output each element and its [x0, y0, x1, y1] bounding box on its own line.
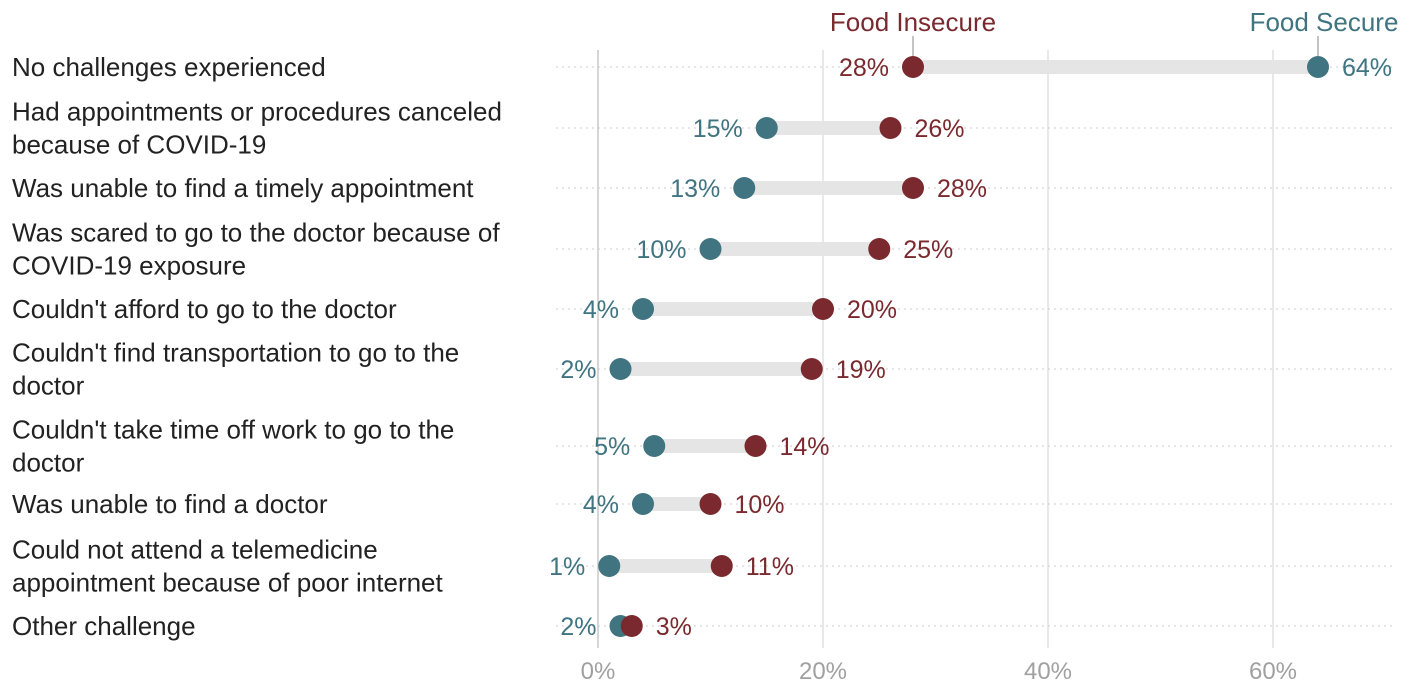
food-insecure-point [744, 435, 767, 457]
food-insecure-value-label: 10% [735, 491, 785, 519]
category-label: Was unable to find a doctor [12, 489, 328, 519]
category-label-line: Couldn't find transportation to go to th… [12, 338, 459, 368]
legend: Food Insecure Food Secure [830, 7, 1399, 56]
food-insecure-value-label: 26% [915, 115, 965, 143]
x-tick-label: 60% [1249, 658, 1297, 685]
food-secure-point [755, 117, 778, 139]
row-guides [556, 66, 1392, 627]
category-label-line: No challenges experienced [12, 52, 326, 82]
category-label-line: Couldn't afford to go to the doctor [12, 294, 397, 324]
food-secure-value-label: 2% [560, 356, 596, 384]
food-insecure-point [699, 493, 722, 515]
x-tick-label: 0% [581, 658, 616, 685]
food-insecure-point [620, 615, 643, 637]
category-label: No challenges experienced [12, 52, 326, 82]
food-insecure-value-label: 20% [847, 296, 897, 324]
food-secure-point [733, 177, 756, 199]
food-secure-point [598, 555, 621, 577]
category-label-line: Was unable to find a timely appointment [12, 173, 474, 203]
food-secure-point [1307, 56, 1329, 78]
food-secure-point [699, 238, 722, 260]
food-insecure-value-label: 11% [746, 553, 794, 581]
food-insecure-value-label: 28% [937, 175, 987, 203]
category-label: Other challenge [12, 611, 196, 641]
food-insecure-point [902, 177, 924, 199]
connectors [609, 60, 1318, 633]
food-secure-value-label: 5% [594, 433, 630, 461]
category-label-line: doctor [12, 448, 85, 478]
food-secure-value-label: 1% [549, 553, 585, 581]
food-insecure-value-label: 25% [903, 236, 953, 264]
food-insecure-value-label: 3% [656, 613, 692, 641]
food-secure-point [609, 358, 632, 380]
category-label-line: Other challenge [12, 611, 196, 641]
x-axis-ticks: 0% 20% 40% 60% [581, 658, 1297, 685]
category-label-line: because of COVID-19 [12, 130, 266, 160]
food-secure-value-label: 13% [670, 175, 720, 203]
legend-food-insecure: Food Insecure [830, 7, 996, 37]
x-tick-label: 40% [1024, 658, 1072, 685]
category-label: Was scared to go to the doctor because o… [12, 218, 500, 281]
category-label-line: Could not attend a telemedicine [12, 535, 378, 565]
food-secure-point [632, 493, 654, 515]
food-insecure-point [710, 555, 733, 577]
food-insecure-point [868, 238, 891, 260]
food-secure-value-label: 2% [560, 613, 596, 641]
food-insecure-value-label: 14% [780, 433, 830, 461]
category-label-line: Couldn't take time off work to go to the [12, 415, 454, 445]
food-secure-point [632, 298, 654, 320]
food-secure-value-label: 4% [583, 491, 619, 519]
category-label: Could not attend a telemedicine appointme… [12, 535, 444, 598]
food-insecure-point [902, 56, 924, 78]
category-label-line: appointment because of poor internet [12, 568, 444, 598]
category-label: Was unable to find a timely appointment [12, 173, 474, 203]
food-insecure-value-label: 28% [839, 54, 889, 82]
category-labels: No challenges experienced Had appointment… [12, 52, 502, 641]
food-secure-value-label: 64% [1342, 54, 1392, 82]
category-label: Couldn't afford to go to the doctor [12, 294, 397, 324]
food-secure-point [643, 435, 666, 457]
food-insecure-point [800, 358, 823, 380]
legend-food-secure: Food Secure [1250, 7, 1399, 37]
category-label: Couldn't find transportation to go to th… [12, 338, 459, 401]
category-label-line: doctor [12, 371, 85, 401]
x-tick-label: 20% [799, 658, 847, 685]
category-label-line: Had appointments or procedures canceled [12, 97, 502, 127]
category-label-line: Was scared to go to the doctor because o… [12, 218, 500, 248]
food-insecure-point [879, 117, 902, 139]
category-label: Couldn't take time off work to go to the… [12, 415, 454, 478]
value-labels: 28% 64% 26% 15% 28% 13% 25% 10% 20% 4% 19% 2% 14% 5% 1… [549, 54, 1392, 641]
food-secure-value-label: 15% [693, 115, 743, 143]
food-insecure-point [812, 298, 834, 320]
category-label: Had appointments or procedures canceled b… [12, 97, 502, 160]
food-secure-value-label: 10% [636, 236, 686, 264]
category-label-line: Was unable to find a doctor [12, 489, 328, 519]
food-insecure-value-label: 19% [836, 356, 886, 384]
data-points [598, 56, 1329, 637]
food-secure-value-label: 4% [583, 296, 619, 324]
grid-lines [597, 50, 1274, 648]
category-label-line: COVID-19 exposure [12, 251, 246, 281]
